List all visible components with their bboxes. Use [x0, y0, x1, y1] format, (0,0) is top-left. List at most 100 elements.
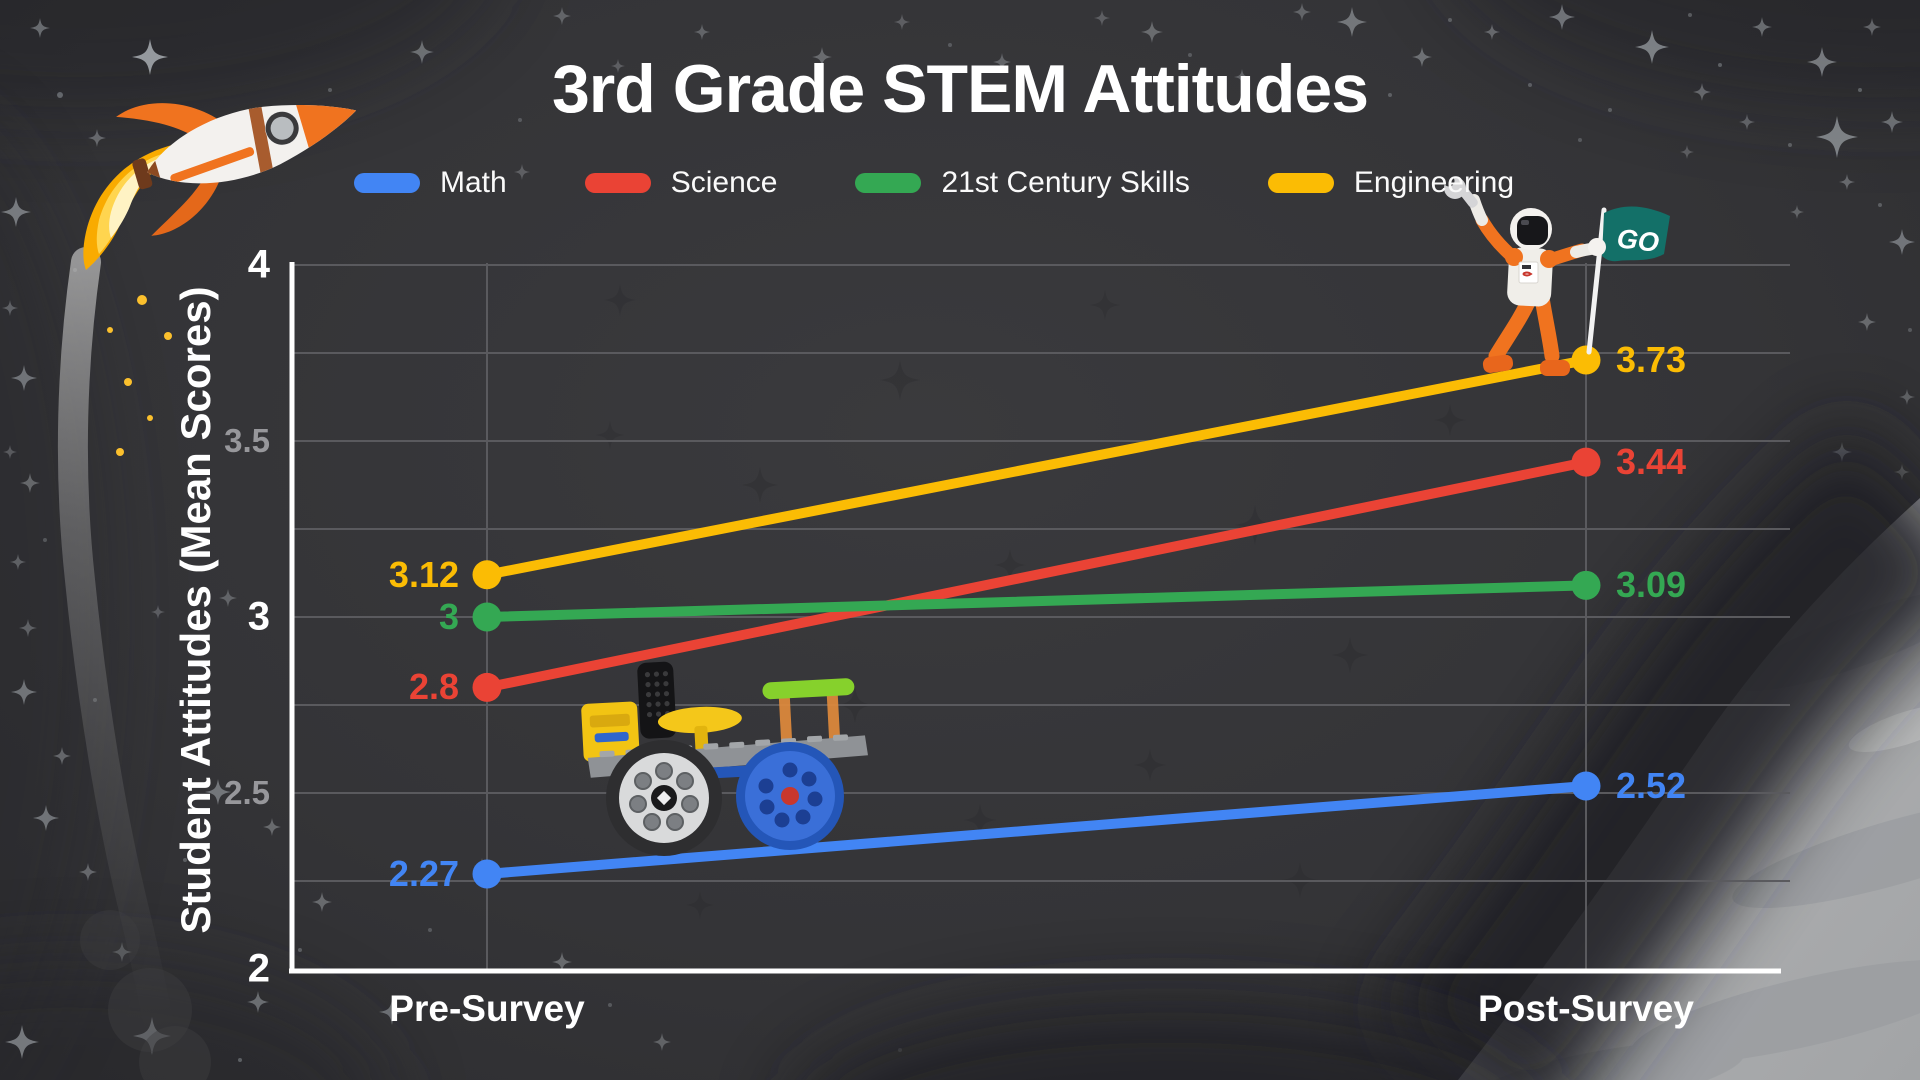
science-color-swatch: [584, 173, 651, 193]
sparkle-star-icon: [1094, 10, 1110, 26]
sparkle-star-icon: [10, 554, 26, 570]
sparkle-star-icon: [79, 863, 97, 881]
sparkle-star-icon: [1090, 290, 1120, 320]
data-label-right-21st-century-skills: 3.09: [1616, 564, 1687, 606]
legend-label: Engineering: [1353, 166, 1514, 199]
sparkle-star-icon: [894, 14, 910, 30]
sparkle-star-icon: [5, 1025, 39, 1059]
sparkle-star-icon: [263, 818, 281, 836]
sparkle-star-icon: [1894, 464, 1910, 480]
star-dot: [298, 948, 302, 952]
data-point-science-post: [1571, 447, 1601, 477]
sparkle-star-icon: [1881, 111, 1903, 133]
x-axis-label-pre-survey: Pre-Survey: [389, 988, 585, 1029]
sparkle-star-icon: [611, 59, 625, 73]
moon-edge-shadow: [1375, 420, 1920, 1080]
sparkle-star-icon: [880, 360, 920, 400]
sparkle-star-icon: [1549, 4, 1575, 30]
data-label-right-science: 3.44: [1616, 441, 1687, 483]
sparkle-star-icon: [1134, 749, 1166, 781]
sparkle-star-icon: [1693, 83, 1711, 101]
data-label-left-science: 2.8: [408, 666, 459, 708]
sparkle-star-icon: [1337, 7, 1367, 37]
moon-surface: [811, 420, 1920, 1080]
sparkle-star-icon: [312, 892, 332, 912]
legend-label: Math: [440, 166, 507, 199]
star-dot: [57, 92, 63, 98]
series-line-math: [482, 780, 1591, 879]
sparkle-star-icon: [1807, 47, 1837, 77]
y-tick-label-4: 4: [247, 242, 270, 287]
sparkle-star-icon: [219, 589, 237, 607]
sparkle-star-icon: [247, 991, 269, 1013]
data-label-left-engineering: 3.12: [388, 553, 459, 595]
sparkle-star-icon: [1141, 21, 1163, 43]
flag-text: GO: [1615, 223, 1660, 258]
data-point-21st-century-skills-post: [1571, 570, 1601, 600]
star-dot: [1058, 93, 1062, 97]
sparkle-star-icon: [1889, 229, 1915, 255]
sparkle-star-icon: [112, 942, 132, 962]
sparkle-star-icon: [993, 53, 1011, 71]
sparkle-star-icon: [1790, 205, 1804, 219]
skills-color-swatch: [855, 173, 922, 193]
data-label-left-math: 2.27: [388, 852, 459, 894]
data-point-math-post: [1571, 771, 1601, 801]
series-line-21st-century-skills: [482, 580, 1591, 622]
sparkle-star-icon: [1412, 47, 1432, 67]
robot-wheels: [606, 740, 844, 856]
sparkle-star-icon: [1899, 389, 1915, 405]
star-dot: [328, 88, 332, 92]
wrench-icon: [1443, 175, 1478, 208]
y-tick-label-2: 2: [247, 946, 270, 991]
engineering-color-swatch: [1267, 173, 1334, 193]
data-point-engineering-pre: [472, 560, 502, 590]
star-dot: [428, 928, 432, 932]
sparkle-star-icon: [1816, 116, 1858, 158]
sparkle-star-icon: [1863, 18, 1881, 36]
go-flag: GO: [1586, 206, 1670, 355]
y-tick-label-3.5: 3.5: [224, 422, 270, 459]
star-dot: [1188, 53, 1192, 57]
sparkle-star-icon: [1293, 3, 1311, 21]
legend-label: 21st Century Skills: [941, 166, 1190, 199]
star-dot: [1688, 13, 1692, 17]
sparkle-star-icon: [812, 47, 832, 67]
chart-legend: Math Science 21st Century Skills Enginee…: [354, 166, 1514, 200]
sparkle-star-icon: [994, 549, 1026, 581]
sparkle-star-icon: [1680, 145, 1694, 159]
sparkle-star-icon: [1739, 114, 1755, 130]
sparkle-star-icon: [11, 679, 37, 705]
series-line-engineering: [482, 355, 1591, 580]
sparkle-star-icon: [1234, 69, 1250, 85]
star-dot: [1528, 83, 1532, 87]
flame-sparks: [107, 295, 172, 456]
star-dot: [1388, 93, 1392, 97]
rocket-flame: [83, 144, 178, 456]
sparkle-star-icon: [379, 999, 405, 1025]
sparkle-star-icon: [1, 197, 31, 227]
data-point-engineering-post: [1571, 345, 1601, 375]
sparkle-star-icon: [205, 779, 231, 805]
sparkle-star-icon: [694, 24, 710, 40]
sparkle-star-icon: [1839, 174, 1855, 190]
star-dot: [1718, 63, 1722, 67]
sparkle-star-icon: [552, 952, 572, 972]
sparkle-star-icon: [33, 805, 59, 831]
astronaut-illustration: [1443, 175, 1606, 376]
y-tick-label-2.5: 2.5: [224, 774, 270, 811]
data-point-math-pre: [472, 859, 502, 889]
legend-item-engineering: Engineering: [1267, 166, 1514, 200]
sparkle-star-icon: [964, 804, 996, 836]
sparkle-star-icon: [410, 40, 434, 64]
sparkle-star-icon: [20, 473, 40, 493]
y-axis-title: Student Attitudes (Mean Scores): [172, 286, 219, 934]
sparkle-star-icon: [1332, 637, 1368, 673]
star-dot: [1608, 108, 1612, 112]
sparkle-star-icon: [53, 747, 71, 765]
legend-item-21st-century-skills: 21st Century Skills: [855, 166, 1190, 200]
